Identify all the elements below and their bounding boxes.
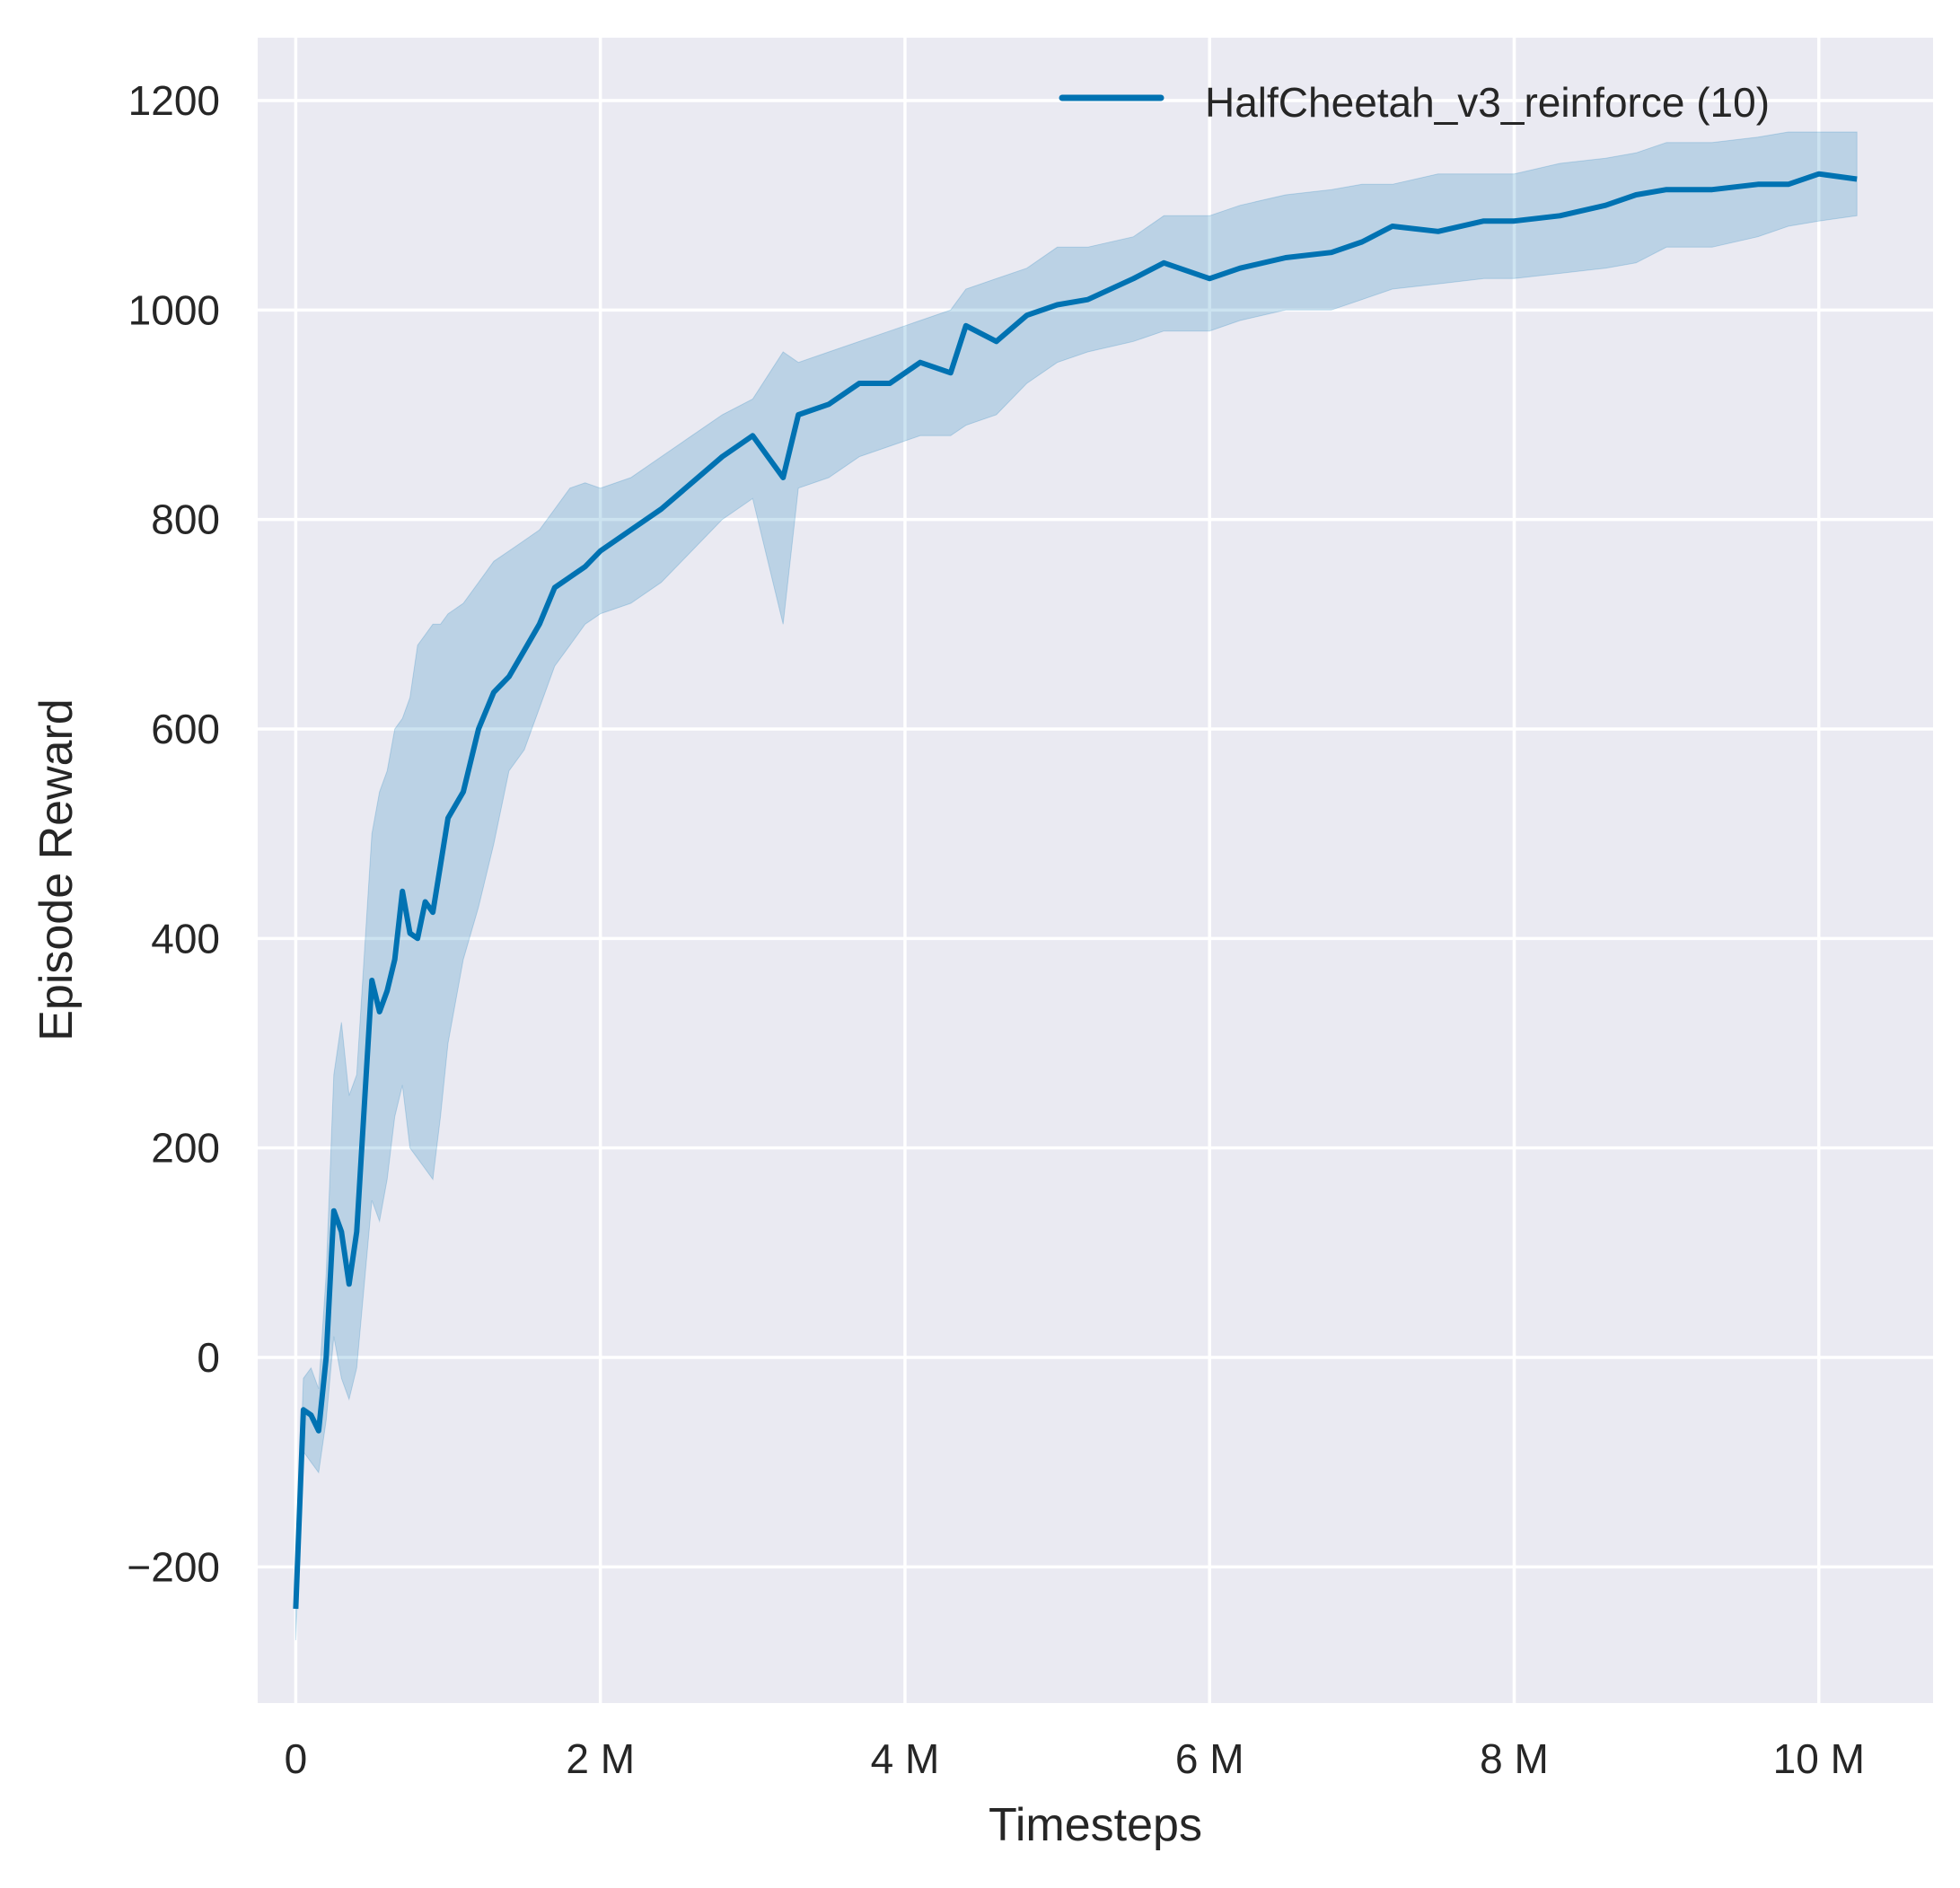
x-axis-label: Timesteps <box>989 1799 1202 1851</box>
y-tick-label: 200 <box>151 1125 220 1172</box>
series-line <box>293 171 1858 1610</box>
legend: HalfCheetah_v3_reinforce (10) <box>1059 79 1770 126</box>
legend-label: HalfCheetah_v3_reinforce (10) <box>1205 79 1770 126</box>
x-tick-label: 6 M <box>1175 1735 1244 1782</box>
y-tick-label: 600 <box>151 706 220 752</box>
y-tick-labels: −200 0 200 400 600 800 1000 1200 <box>127 77 220 1590</box>
y-tick-label: 800 <box>151 496 220 543</box>
y-tick-label: 1000 <box>128 286 220 333</box>
y-axis-label: Episode Reward <box>31 698 83 1041</box>
x-tick-label: 4 M <box>871 1735 940 1782</box>
y-tick-label: −200 <box>127 1543 220 1590</box>
x-tick-label: 0 <box>285 1735 308 1782</box>
x-tick-label: 8 M <box>1480 1735 1549 1782</box>
confidence-band <box>294 131 1858 1641</box>
x-tick-label: 2 M <box>566 1735 635 1782</box>
x-tick-label: 10 M <box>1773 1735 1865 1782</box>
y-tick-label: 1200 <box>128 77 220 124</box>
y-tick-label: 0 <box>197 1334 220 1381</box>
y-tick-label: 400 <box>151 915 220 962</box>
x-tick-labels: 0 2 M 4 M 6 M 8 M 10 M <box>285 1735 1865 1782</box>
plot-background <box>258 38 1933 1703</box>
